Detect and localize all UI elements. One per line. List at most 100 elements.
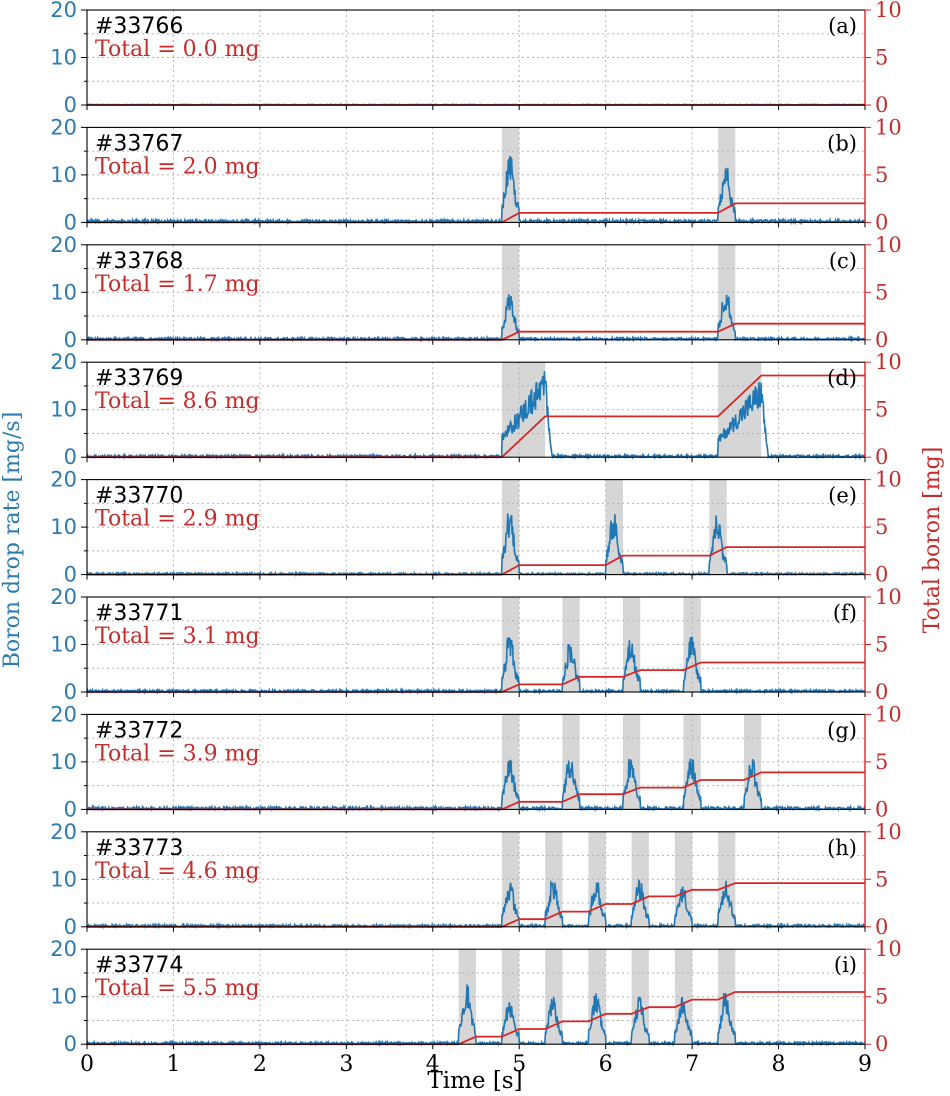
x-tick-label: 3: [339, 1052, 353, 1077]
x-tick-label: 7: [685, 1052, 699, 1077]
panel-letter: (d): [827, 366, 857, 390]
right-tick-label: 10: [875, 820, 902, 844]
left-tick-label: 20: [50, 233, 77, 257]
left-tick-label: 0: [64, 915, 77, 939]
right-tick-label: 0: [875, 93, 888, 117]
left-tick-label: 20: [50, 0, 77, 22]
total-annotation: Total = 3.1 mg: [95, 624, 260, 649]
panel-letter: (a): [828, 14, 857, 38]
right-tick-label: 10: [875, 233, 902, 257]
right-tick-label: 5: [875, 515, 888, 539]
left-tick-label: 20: [50, 702, 77, 726]
left-tick-label: 10: [50, 398, 77, 422]
left-tick-label: 10: [50, 46, 77, 70]
panel-letter: (g): [827, 718, 857, 742]
left-tick-label: 20: [50, 937, 77, 961]
panel-letter: (i): [834, 953, 857, 977]
left-tick-label: 20: [50, 585, 77, 609]
shot-number: #33772: [95, 718, 183, 743]
right-tick-label: 10: [875, 350, 902, 374]
right-tick-label: 0: [875, 680, 888, 704]
total-annotation: Total = 8.6 mg: [95, 389, 260, 414]
total-annotation: Total = 2.0 mg: [95, 154, 260, 179]
right-tick-label: 0: [875, 328, 888, 352]
left-tick-label: 0: [64, 563, 77, 587]
x-axis-title: Time [s]: [427, 1068, 522, 1094]
panel-background: [87, 479, 865, 575]
panel-background: [87, 10, 865, 105]
right-tick-label: 10: [875, 0, 902, 22]
x-tick-label: 4: [426, 1052, 440, 1077]
x-tick-label: 8: [772, 1052, 786, 1077]
left-tick-label: 0: [64, 445, 77, 469]
right-axis-title: Total boron [mg]: [920, 447, 945, 634]
left-tick-label: 10: [50, 985, 77, 1009]
shot-number: #33766: [95, 14, 183, 39]
shot-number: #33769: [95, 366, 183, 391]
left-tick-label: 20: [50, 115, 77, 139]
shot-number: #33773: [95, 836, 183, 861]
left-tick-label: 10: [50, 750, 77, 774]
shot-number: #33771: [95, 601, 183, 626]
left-tick-label: 10: [50, 280, 77, 304]
right-tick-label: 5: [875, 867, 888, 891]
panel-letter: (b): [827, 131, 857, 155]
right-tick-label: 10: [875, 937, 902, 961]
panel-letter: (h): [827, 836, 857, 860]
x-tick-label: 9: [858, 1052, 872, 1077]
left-tick-label: 20: [50, 350, 77, 374]
left-tick-label: 0: [64, 797, 77, 821]
left-axis-title: Boron drop rate [mg/s]: [0, 412, 25, 669]
x-tick-label: 6: [599, 1052, 613, 1077]
panel-background: [87, 597, 865, 692]
left-tick-label: 20: [50, 468, 77, 492]
shot-number: #33767: [95, 131, 183, 156]
right-tick-label: 0: [875, 445, 888, 469]
left-tick-label: 10: [50, 515, 77, 539]
right-tick-label: 0: [875, 1032, 888, 1056]
total-annotation: Total = 5.5 mg: [95, 976, 260, 1001]
panel-letter: (e): [828, 484, 857, 508]
x-tick-label: 1: [166, 1052, 180, 1077]
total-annotation: Total = 2.9 mg: [95, 507, 260, 532]
shot-number: #33774: [95, 953, 183, 978]
right-tick-label: 0: [875, 563, 888, 587]
left-tick-label: 0: [64, 1032, 77, 1056]
total-annotation: Total = 4.6 mg: [95, 859, 260, 884]
left-tick-label: 20: [50, 820, 77, 844]
left-tick-label: 0: [64, 328, 77, 352]
right-tick-label: 5: [875, 633, 888, 657]
panel-letter: (f): [833, 601, 857, 625]
right-tick-label: 5: [875, 985, 888, 1009]
shot-number: #33768: [95, 249, 183, 274]
left-tick-label: 10: [50, 867, 77, 891]
right-tick-label: 0: [875, 915, 888, 939]
right-tick-label: 10: [875, 585, 902, 609]
right-tick-label: 5: [875, 46, 888, 70]
total-annotation: Total = 3.9 mg: [95, 741, 260, 766]
right-tick-label: 0: [875, 210, 888, 234]
panel-letter: (c): [829, 249, 857, 273]
x-tick-label: 2: [253, 1052, 267, 1077]
right-tick-label: 5: [875, 280, 888, 304]
x-tick-label: 5: [512, 1052, 526, 1077]
left-tick-label: 0: [64, 93, 77, 117]
total-annotation: Total = 1.7 mg: [95, 272, 260, 297]
right-tick-label: 5: [875, 398, 888, 422]
right-tick-label: 5: [875, 750, 888, 774]
left-tick-label: 10: [50, 633, 77, 657]
right-tick-label: 0: [875, 797, 888, 821]
total-annotation: Total = 0.0 mg: [95, 37, 260, 62]
shot-number: #33770: [95, 484, 183, 509]
panel-background: [87, 714, 865, 810]
